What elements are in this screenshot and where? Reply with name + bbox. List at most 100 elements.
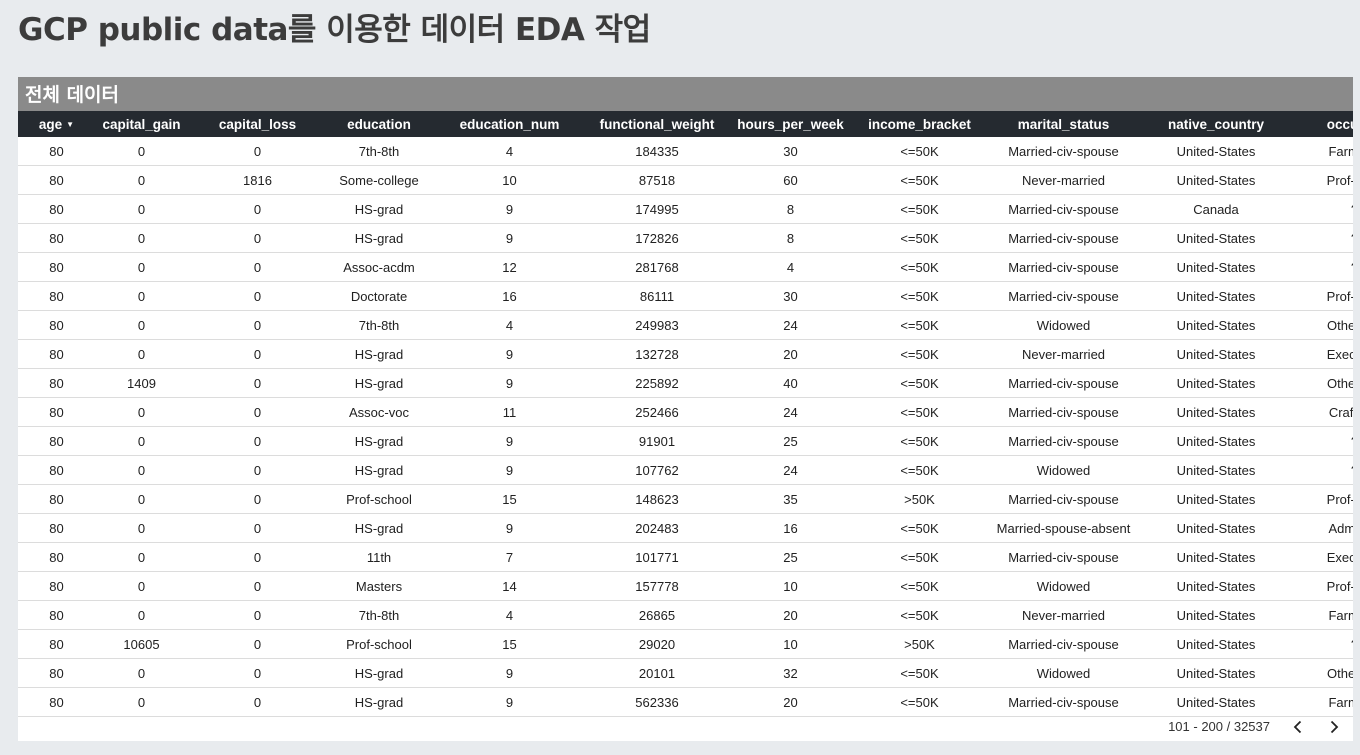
column-header-age[interactable]: age ▼: [18, 111, 95, 137]
page-title: GCP public data를 이용한 데이터 EDA 작업: [18, 12, 651, 48]
column-header-education[interactable]: education: [327, 111, 431, 137]
table-cell: 10: [726, 571, 855, 601]
column-header-marital-status[interactable]: marital_status: [984, 111, 1143, 137]
table-cell: <=50K: [855, 194, 984, 224]
table-row: 80 0 0 HS-grad 9 107762 24 <=50K Widowed United-S…: [18, 455, 1353, 485]
table-cell: Married-civ-spouse: [984, 542, 1143, 572]
table-cell: 80: [18, 513, 95, 543]
column-header-hours-per-week[interactable]: hours_per_week: [726, 111, 855, 137]
table-cell: 80: [18, 310, 95, 340]
table-cell: 86111: [588, 281, 726, 311]
table-cell: Canada: [1143, 194, 1289, 224]
table-cell: 0: [95, 658, 188, 688]
table-cell: 80: [18, 426, 95, 456]
column-header-capital-loss[interactable]: capital_loss: [188, 111, 327, 137]
table-cell: Assoc-voc: [327, 397, 431, 427]
table-cell: 80: [18, 397, 95, 427]
table-cell: Exec-mar: [1289, 339, 1353, 369]
table-cell: United-States: [1143, 310, 1289, 340]
table-cell: 0: [95, 455, 188, 485]
table-row: 80 0 0 Prof-school 15 148623 35 >50K Married-civ…: [18, 484, 1353, 514]
table-cell: 0: [188, 223, 327, 253]
table-cell: 281768: [588, 252, 726, 282]
table-cell: 11th: [327, 542, 431, 572]
pagination-label: 101 - 200 / 32537: [1168, 719, 1270, 734]
column-header-functional-weight[interactable]: functional_weight: [588, 111, 726, 137]
table-cell: 11: [431, 397, 588, 427]
column-header-native-country[interactable]: native_country: [1143, 111, 1289, 137]
table-cell: 20: [726, 339, 855, 369]
table-cell: 0: [95, 397, 188, 427]
table-cell: ?: [1289, 194, 1353, 224]
table-cell: Craft-rep: [1289, 397, 1353, 427]
table-cell: 35: [726, 484, 855, 514]
column-header-label: functional_weight: [599, 116, 715, 132]
table-cell: 80: [18, 658, 95, 688]
table-cell: 0: [188, 542, 327, 572]
table-cell: 0: [95, 484, 188, 514]
table-cell: 25: [726, 426, 855, 456]
table-row: 80 0 0 Doctorate 16 86111 30 <=50K Married-civ-s…: [18, 281, 1353, 311]
table-cell: 16: [431, 281, 588, 311]
table-cell: 16: [726, 513, 855, 543]
table-cell: Other-ser: [1289, 310, 1353, 340]
table-row: 80 0 0 HS-grad 9 202483 16 <=50K Married-spouse-…: [18, 513, 1353, 543]
table-cell: Never-married: [984, 339, 1143, 369]
table-cell: HS-grad: [327, 339, 431, 369]
chevron-left-icon: [1293, 720, 1302, 734]
table-cell: 10: [726, 629, 855, 659]
table-cell: United-States: [1143, 542, 1289, 572]
table-cell: Prof-spec: [1289, 484, 1353, 514]
table-cell: HS-grad: [327, 687, 431, 717]
table-cell: <=50K: [855, 223, 984, 253]
table-cell: 0: [188, 339, 327, 369]
column-header-label: native_country: [1167, 116, 1265, 132]
column-header-education-num[interactable]: education_num: [431, 111, 588, 137]
table-cell: Married-civ-spouse: [984, 137, 1143, 166]
table-cell: >50K: [855, 484, 984, 514]
table-row: 80 0 0 7th-8th 4 184335 30 <=50K Married-civ-spo…: [18, 137, 1353, 166]
table-cell: 87518: [588, 165, 726, 195]
table-cell: United-States: [1143, 137, 1289, 166]
table-cell: 80: [18, 252, 95, 282]
table-cell: 9: [431, 687, 588, 717]
table-cell: 80: [18, 600, 95, 630]
table-row: 80 0 0 HS-grad 9 20101 32 <=50K Widowed United-St…: [18, 658, 1353, 688]
table-cell: 0: [188, 629, 327, 659]
table-cell: 14: [431, 571, 588, 601]
table-cell: 0: [95, 137, 188, 166]
table-cell: United-States: [1143, 455, 1289, 485]
table-cell: 15: [431, 629, 588, 659]
column-header-occupati[interactable]: occupati: [1289, 111, 1353, 137]
previous-page-button[interactable]: [1287, 716, 1309, 738]
table-cell: HS-grad: [327, 513, 431, 543]
panel-title: 전체 데이터: [18, 77, 1353, 111]
table-row: 80 0 0 11th 7 101771 25 <=50K Married-civ-spouse…: [18, 542, 1353, 572]
table-cell: 9: [431, 455, 588, 485]
next-page-button[interactable]: [1323, 716, 1345, 738]
table-cell: <=50K: [855, 368, 984, 398]
table-cell: Other-ser: [1289, 368, 1353, 398]
table-cell: Married-spouse-absent: [984, 513, 1143, 543]
table-cell: <=50K: [855, 513, 984, 543]
table-cell: 80: [18, 687, 95, 717]
table-cell: Married-civ-spouse: [984, 368, 1143, 398]
table-cell: 7th-8th: [327, 137, 431, 166]
table-cell: Farming-: [1289, 687, 1353, 717]
table-cell: 101771: [588, 542, 726, 572]
column-header-income-bracket[interactable]: income_bracket: [855, 111, 984, 137]
table-cell: 0: [95, 194, 188, 224]
table-cell: 0: [188, 455, 327, 485]
table-cell: 0: [95, 571, 188, 601]
table-cell: Prof-spec: [1289, 281, 1353, 311]
table-cell: ?: [1289, 426, 1353, 456]
table-cell: Married-civ-spouse: [984, 223, 1143, 253]
column-header-capital-gain[interactable]: capital_gain: [95, 111, 188, 137]
table-cell: 24: [726, 397, 855, 427]
table-cell: <=50K: [855, 658, 984, 688]
table-cell: Adm-cler: [1289, 513, 1353, 543]
table-cell: United-States: [1143, 658, 1289, 688]
table-cell: 24: [726, 310, 855, 340]
table-cell: 80: [18, 223, 95, 253]
table-body: 80 0 0 7th-8th 4 184335 30 <=50K Married-civ-spo…: [18, 137, 1353, 717]
